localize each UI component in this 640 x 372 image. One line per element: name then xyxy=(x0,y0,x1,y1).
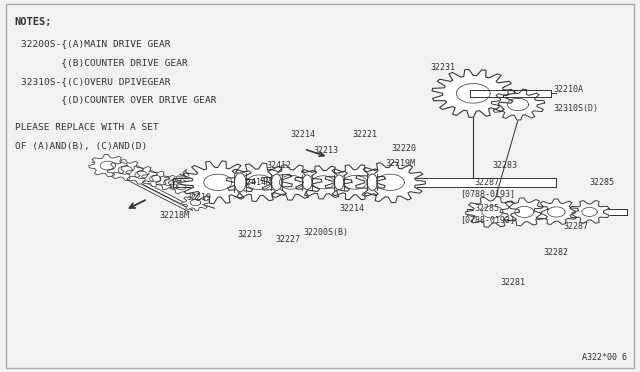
Text: 32200S(B): 32200S(B) xyxy=(304,228,349,237)
Ellipse shape xyxy=(334,175,344,190)
Text: 32285: 32285 xyxy=(590,178,615,187)
Polygon shape xyxy=(491,89,545,120)
Ellipse shape xyxy=(234,173,246,192)
Text: 32285: 32285 xyxy=(475,204,500,213)
Polygon shape xyxy=(92,158,195,212)
Text: 32215: 32215 xyxy=(237,230,262,239)
Polygon shape xyxy=(227,163,292,202)
Text: FRONT: FRONT xyxy=(167,168,193,190)
Text: 32218M: 32218M xyxy=(159,211,189,220)
Ellipse shape xyxy=(303,175,312,190)
Text: 32221: 32221 xyxy=(352,129,377,139)
Text: 32214: 32214 xyxy=(339,204,364,213)
Polygon shape xyxy=(356,162,426,203)
Text: 32219: 32219 xyxy=(186,193,211,202)
Polygon shape xyxy=(125,166,157,184)
Polygon shape xyxy=(141,171,170,187)
Text: [0788-0193]: [0788-0193] xyxy=(460,215,515,224)
Polygon shape xyxy=(89,154,127,177)
Text: {(D)COUNTER OVER DRIVE GEAR: {(D)COUNTER OVER DRIVE GEAR xyxy=(21,95,216,104)
Text: [0788-0193]: [0788-0193] xyxy=(460,189,515,198)
Ellipse shape xyxy=(367,174,378,190)
Polygon shape xyxy=(156,176,181,190)
Polygon shape xyxy=(170,181,193,193)
Polygon shape xyxy=(432,70,515,118)
Polygon shape xyxy=(180,161,255,203)
Text: 32210A: 32210A xyxy=(553,85,583,94)
Text: 32414M: 32414M xyxy=(241,178,271,187)
Text: 32310S(D): 32310S(D) xyxy=(553,104,598,113)
Polygon shape xyxy=(466,196,519,227)
Polygon shape xyxy=(108,160,143,180)
Text: 32213: 32213 xyxy=(314,146,339,155)
Text: A322*00 6: A322*00 6 xyxy=(582,353,627,362)
Text: 32287: 32287 xyxy=(475,178,500,187)
Text: 32412: 32412 xyxy=(266,161,291,170)
Text: 32227: 32227 xyxy=(276,235,301,244)
Text: 32310S-{(C)OVERU DPIVEGEAR: 32310S-{(C)OVERU DPIVEGEAR xyxy=(21,77,171,86)
Text: 32220: 32220 xyxy=(392,144,417,153)
Text: 32287: 32287 xyxy=(563,222,588,231)
Text: {(B)COUNTER DRIVE GEAR: {(B)COUNTER DRIVE GEAR xyxy=(21,58,188,67)
Text: 32282: 32282 xyxy=(544,248,569,257)
Polygon shape xyxy=(261,165,322,200)
Polygon shape xyxy=(181,195,209,211)
Polygon shape xyxy=(500,198,548,226)
Text: 32283: 32283 xyxy=(493,161,518,170)
Text: 32231: 32231 xyxy=(430,63,455,72)
Text: PLEASE REPLACE WITH A SET: PLEASE REPLACE WITH A SET xyxy=(15,123,159,132)
Polygon shape xyxy=(534,199,579,225)
Text: 32214: 32214 xyxy=(291,129,316,139)
Ellipse shape xyxy=(271,174,282,190)
Text: 32281: 32281 xyxy=(500,278,525,287)
Polygon shape xyxy=(570,201,609,223)
Text: NOTES;: NOTES; xyxy=(15,17,52,28)
Text: OF (A)AND(B), (C)AND(D): OF (A)AND(B), (C)AND(D) xyxy=(15,141,147,151)
Polygon shape xyxy=(325,165,385,200)
Text: 32200S-{(A)MAIN DRIVE GEAR: 32200S-{(A)MAIN DRIVE GEAR xyxy=(21,39,171,49)
Polygon shape xyxy=(295,166,352,199)
Text: 32219M: 32219M xyxy=(385,159,415,168)
